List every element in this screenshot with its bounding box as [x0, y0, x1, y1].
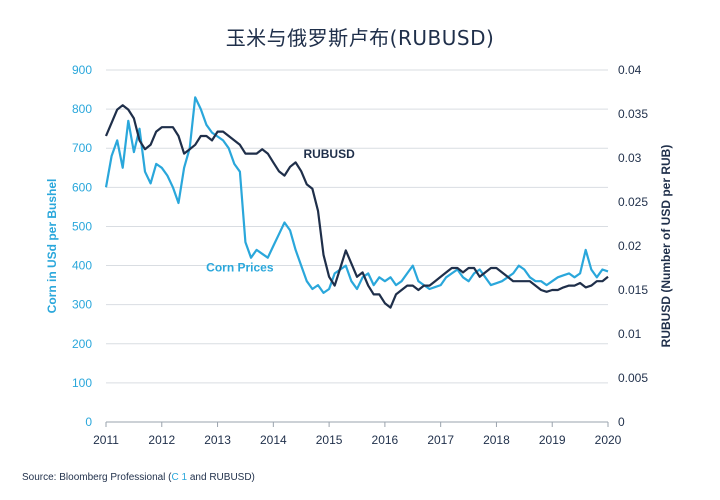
right-tick-label: 0.04	[618, 63, 642, 77]
x-tick-label: 2015	[316, 433, 343, 447]
annotation-rubusd: RUBUSD	[303, 147, 355, 161]
right-tick-label: 0.01	[618, 327, 642, 341]
left-tick-label: 400	[72, 259, 92, 273]
left-tick-label: 700	[72, 141, 92, 155]
right-axis-title: RUBUSD (Number of USD per RUB)	[659, 145, 673, 348]
x-tick-label: 2019	[539, 433, 566, 447]
chart-title: 玉米与俄罗斯卢布(RUBUSD)	[225, 26, 495, 50]
right-tick-label: 0.015	[618, 283, 648, 297]
x-tick-label: 2011	[93, 433, 119, 447]
left-tick-label: 900	[72, 63, 92, 77]
x-tick-label: 2013	[204, 433, 231, 447]
right-tick-label: 0.03	[618, 151, 642, 165]
left-tick-label: 100	[72, 376, 92, 390]
left-tick-label: 200	[72, 337, 92, 351]
right-tick-label: 0.005	[618, 371, 648, 385]
series-lines	[104, 96, 609, 309]
right-tick-label: 0.02	[618, 239, 642, 253]
left-axis-title: Corn in USd per Bushel	[45, 179, 59, 314]
left-tick-label: 0	[85, 415, 92, 429]
x-tick-label: 2016	[372, 433, 399, 447]
right-tick-label: 0.035	[618, 107, 648, 121]
source-accent: C 1	[171, 472, 188, 483]
x-tick-label: 2020	[595, 433, 622, 447]
x-tick-label: 2014	[260, 433, 287, 447]
axis-ticks: 0 100 200 300 400 500 600 700 800 900 0 0.005 0.01 0.…	[72, 63, 648, 447]
x-tick-label: 2017	[427, 433, 454, 447]
right-tick-label: 0	[618, 415, 625, 429]
series-line-corn-prices	[104, 96, 609, 294]
left-tick-label: 300	[72, 298, 92, 312]
x-tick-label: 2018	[483, 433, 510, 447]
source-note: Source: Bloomberg Professional (C 1 and …	[22, 472, 255, 483]
left-tick-label: 800	[72, 102, 92, 116]
source-suffix: and RUBUSD)	[187, 472, 255, 483]
left-tick-label: 500	[72, 219, 92, 233]
gridlines	[106, 69, 608, 423]
axis-labels: RUBUSD Corn Prices Corn in USd per Bushel R…	[45, 145, 673, 348]
left-tick-label: 600	[72, 180, 92, 194]
x-tick-label: 2012	[148, 433, 175, 447]
source-prefix: Source: Bloomberg Professional (	[22, 472, 172, 483]
right-tick-label: 0.025	[618, 195, 648, 209]
series-line-rubusd	[104, 104, 609, 309]
annotation-corn-prices: Corn Prices	[206, 260, 274, 274]
